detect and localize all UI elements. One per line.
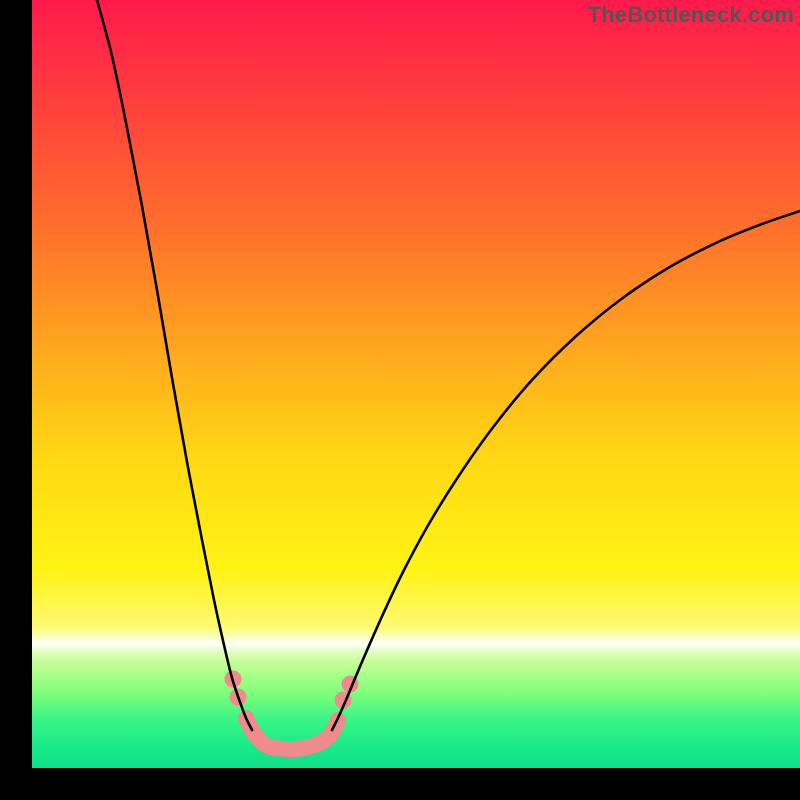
- chart-canvas: TheBottleneck.com: [0, 0, 800, 800]
- plot-area: [32, 0, 800, 768]
- watermark-text: TheBottleneck.com: [588, 2, 794, 28]
- curve-left-branch: [97, 0, 252, 730]
- floor-band: [225, 671, 359, 750]
- chart-svg: [32, 0, 800, 768]
- curve-right-branch: [332, 211, 800, 730]
